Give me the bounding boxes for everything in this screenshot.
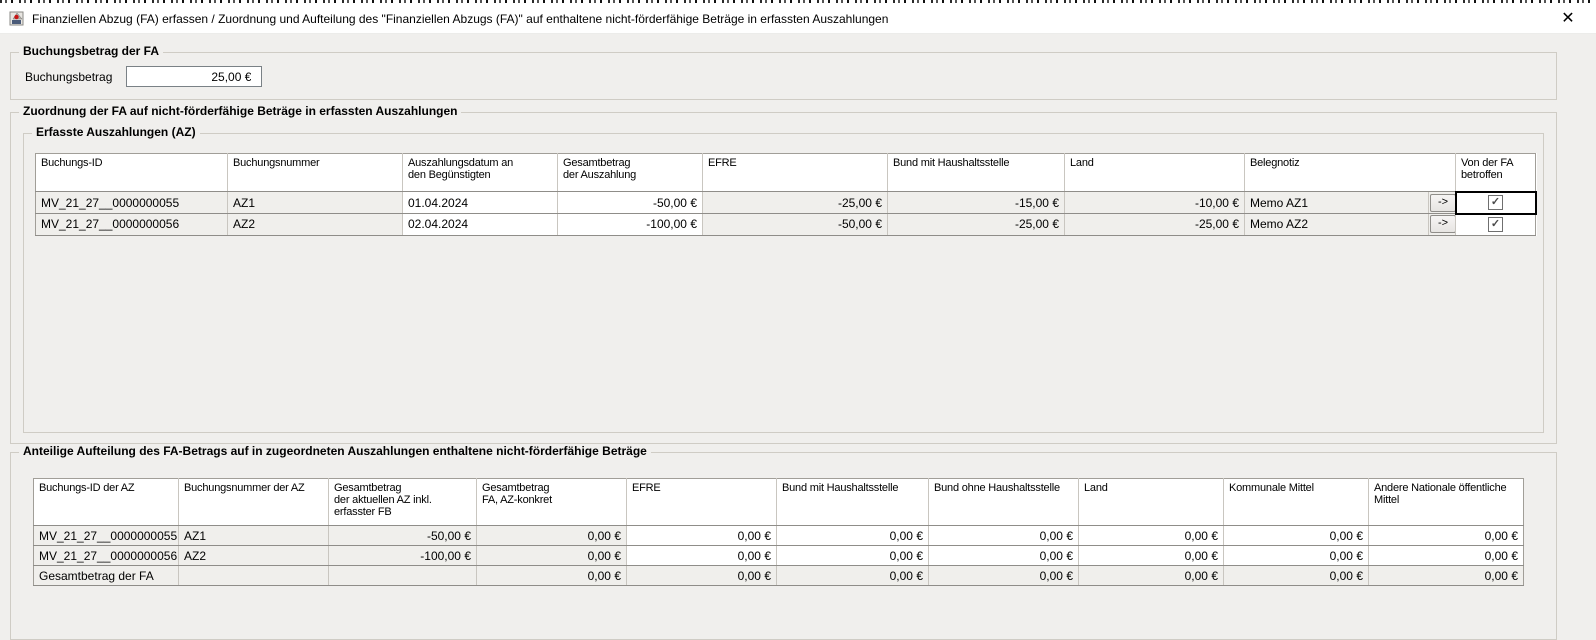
cell-andere-nationale-mittel[interactable]: 0,00 € — [1368, 525, 1524, 546]
col-bund-mit-haushaltsstelle: Bund mit Haushaltsstelle — [776, 478, 929, 526]
erfasste-az-group-title: Erfasste Auszahlungen (AZ) — [32, 125, 200, 140]
cell-gesamtbetrag-az: -100,00 € — [328, 545, 477, 566]
erfasste-auszahlungen-table: Buchungs-ID Buchungsnummer Auszahlungsda… — [35, 153, 1537, 236]
cell-andere-nationale-mittel[interactable]: 0,00 € — [1368, 545, 1524, 566]
cell-efre: -50,00 € — [702, 213, 888, 236]
col-belegnotiz: Belegnotiz — [1244, 153, 1456, 192]
cell-land[interactable]: 0,00 € — [1078, 525, 1224, 546]
col-andere-nationale-mittel: Andere Nationale öffentliche Mittel — [1368, 478, 1524, 526]
von-der-fa-checkbox-cell: ✓ — [1455, 213, 1536, 236]
cell-buchungsnummer: AZ2 — [227, 213, 403, 236]
col-buchungs-id: Buchungs-ID — [35, 153, 228, 192]
cell-kommunale-mittel: 0,00 € — [1223, 565, 1369, 586]
von-der-fa-checkbox[interactable]: ✓ — [1488, 195, 1503, 210]
cell-kommunale-mittel[interactable]: 0,00 € — [1223, 545, 1369, 566]
col-land: Land — [1064, 153, 1245, 192]
aufteilung-groupbox: Anteilige Aufteilung des FA-Betrags auf … — [10, 444, 1557, 640]
cell-buchungs-id: MV_21_27__0000000056 — [35, 213, 228, 236]
cell-bund-ohne-haushaltsstelle: 0,00 € — [928, 565, 1079, 586]
cell-buchungs-id-der-az: MV_21_27__0000000055 — [33, 525, 179, 546]
cell-gesamtbetrag: -100,00 € — [557, 213, 703, 236]
zuordnung-groupbox: Zuordnung der FA auf nicht-förderfähige … — [10, 104, 1557, 444]
col-efre: EFRE — [702, 153, 888, 192]
cell-sum-label: Gesamtbetrag der FA — [33, 565, 179, 586]
aufteilung-group-title: Anteilige Aufteilung des FA-Betrags auf … — [19, 444, 651, 459]
belegnotiz-open-button[interactable]: -> — [1430, 193, 1455, 212]
cell-bund-mit-haushaltsstelle: -15,00 € — [887, 191, 1065, 214]
aufteilung-table-row: MV_21_27__0000000055 AZ1 -50,00 € 0,00 €… — [33, 525, 1524, 546]
cell-buchungsnummer-der-az: AZ1 — [178, 525, 329, 546]
von-der-fa-checkbox[interactable]: ✓ — [1488, 217, 1503, 232]
cell-buchungsnummer-der-az: AZ2 — [178, 545, 329, 566]
cell-efre: -25,00 € — [702, 191, 888, 214]
cell-efre[interactable]: 0,00 € — [626, 545, 777, 566]
buchungsbetrag-groupbox: Buchungsbetrag der FA Buchungsbetrag — [10, 44, 1557, 100]
az-table-header-row: Buchungs-ID Buchungsnummer Auszahlungsda… — [35, 153, 1536, 192]
window-title: Finanziellen Abzug (FA) erfassen / Zuord… — [32, 11, 889, 26]
az-table-row[interactable]: MV_21_27__0000000056 AZ2 02.04.2024 -100… — [35, 213, 1536, 236]
cell-gesamtbetrag-fa: 0,00 € — [476, 565, 627, 586]
col-gesamtbetrag: Gesamtbetrag der Auszahlung — [557, 153, 703, 192]
cell-bund-mit-haushaltsstelle[interactable]: 0,00 € — [776, 545, 929, 566]
col-buchungsnummer: Buchungsnummer — [227, 153, 403, 192]
cell-gesamtbetrag-fa: 0,00 € — [476, 525, 627, 546]
cell-gesamtbetrag-az: -50,00 € — [328, 525, 477, 546]
cell-belegnotiz: Memo AZ2 — [1244, 213, 1429, 236]
cell-land: -10,00 € — [1064, 191, 1245, 214]
cell-bund-ohne-haushaltsstelle[interactable]: 0,00 € — [928, 525, 1079, 546]
az-table-row[interactable]: MV_21_27__0000000055 AZ1 01.04.2024 -50,… — [35, 190, 1537, 215]
cell-land: 0,00 € — [1078, 565, 1224, 586]
buchungsbetrag-input[interactable] — [126, 66, 263, 87]
von-der-fa-checkbox-cell: ✓ — [1454, 190, 1537, 215]
belegnotiz-button-cell: -> — [1428, 191, 1456, 214]
cell-bund-mit-haushaltsstelle: -25,00 € — [887, 213, 1065, 236]
col-auszahlungsdatum: Auszahlungsdatum an den Begünstigten — [402, 153, 558, 192]
cell-efre[interactable]: 0,00 € — [626, 525, 777, 546]
window-icon — [9, 11, 24, 26]
col-gesamtbetrag-fa: Gesamtbetrag FA, AZ-konkret — [476, 478, 627, 526]
cell-kommunale-mittel[interactable]: 0,00 € — [1223, 525, 1369, 546]
cell-gesamtbetrag: -50,00 € — [557, 191, 703, 214]
zuordnung-group-title: Zuordnung der FA auf nicht-förderfähige … — [19, 104, 462, 119]
cell-land: -25,00 € — [1064, 213, 1245, 236]
buchungsbetrag-label: Buchungsbetrag — [25, 69, 113, 84]
cell-gesamtbetrag-fa: 0,00 € — [476, 545, 627, 566]
background-window-sliver — [0, 0, 1596, 4]
aufteilung-table-header-row: Buchungs-ID der AZ Buchungsnummer der AZ… — [33, 478, 1524, 526]
close-button[interactable]: ✕ — [1561, 10, 1575, 27]
cell-land[interactable]: 0,00 € — [1078, 545, 1224, 566]
col-von-der-fa-betroffen: Von der FA betroffen — [1455, 153, 1536, 192]
cell-bund-ohne-haushaltsstelle[interactable]: 0,00 € — [928, 545, 1079, 566]
cell-buchungsnummer: AZ1 — [227, 191, 403, 214]
cell-buchungs-id-der-az: MV_21_27__0000000056 — [33, 545, 179, 566]
col-gesamtbetrag-az: Gesamtbetrag der aktuellen AZ inkl. erfa… — [328, 478, 477, 526]
cell-gesamtbetrag-az — [328, 565, 477, 586]
col-land: Land — [1078, 478, 1224, 526]
cell-andere-nationale-mittel: 0,00 € — [1368, 565, 1524, 586]
cell-efre: 0,00 € — [626, 565, 777, 586]
cell-buchungsnummer-der-az — [178, 565, 329, 586]
cell-bund-mit-haushaltsstelle: 0,00 € — [776, 565, 929, 586]
buchungsbetrag-group-title: Buchungsbetrag der FA — [19, 44, 164, 59]
aufteilung-sum-row: Gesamtbetrag der FA 0,00 € 0,00 € 0,00 €… — [33, 565, 1524, 586]
col-buchungs-id-der-az: Buchungs-ID der AZ — [33, 478, 179, 526]
col-bund-ohne-haushaltsstelle: Bund ohne Haushaltsstelle — [928, 478, 1079, 526]
cell-belegnotiz: Memo AZ1 — [1244, 191, 1429, 214]
col-bund-mit-haushaltsstelle: Bund mit Haushaltsstelle — [887, 153, 1065, 192]
col-kommunale-mittel: Kommunale Mittel — [1223, 478, 1369, 526]
aufteilung-table: Buchungs-ID der AZ Buchungsnummer der AZ… — [33, 478, 1524, 586]
window-titlebar: Finanziellen Abzug (FA) erfassen / Zuord… — [0, 4, 1596, 34]
col-efre: EFRE — [626, 478, 777, 526]
col-buchungsnummer-der-az: Buchungsnummer der AZ — [178, 478, 329, 526]
cell-bund-mit-haushaltsstelle[interactable]: 0,00 € — [776, 525, 929, 546]
cell-buchungs-id: MV_21_27__0000000055 — [35, 191, 228, 214]
belegnotiz-button-cell: -> — [1428, 213, 1456, 236]
cell-auszahlungsdatum: 01.04.2024 — [402, 191, 558, 214]
cell-auszahlungsdatum: 02.04.2024 — [402, 213, 558, 236]
aufteilung-table-row: MV_21_27__0000000056 AZ2 -100,00 € 0,00 … — [33, 545, 1524, 566]
belegnotiz-open-button[interactable]: -> — [1430, 215, 1455, 234]
erfasste-az-groupbox: Erfasste Auszahlungen (AZ) Buchungs-ID B… — [23, 125, 1544, 433]
